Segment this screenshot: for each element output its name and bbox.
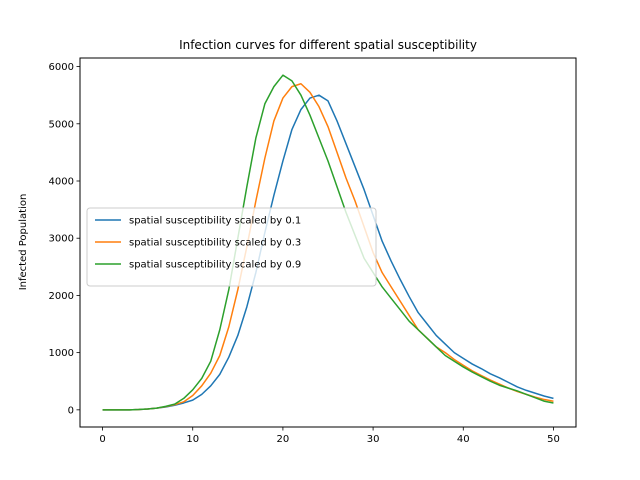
- y-tick-label: 2000: [49, 291, 74, 302]
- y-axis-ticks: 0 1000 2000 3000 4000 5000 6000: [49, 62, 80, 416]
- legend-label-3: spatial susceptibility scaled by 0.9: [129, 260, 301, 271]
- y-tick-label: 1000: [49, 348, 74, 359]
- legend-label-1: spatial susceptibility scaled by 0.1: [129, 216, 301, 227]
- x-tick-label: 10: [186, 434, 199, 445]
- series-line-2: [102, 82, 554, 411]
- legend: spatial susceptibility scaled by 0.1 spat…: [86, 207, 377, 287]
- x-tick-label: 20: [277, 434, 290, 445]
- legend-box: [86, 207, 377, 287]
- y-tick-label: 4000: [49, 177, 74, 188]
- series-line-3: [102, 74, 554, 411]
- x-tick-label: 50: [547, 434, 560, 445]
- legend-label-2: spatial susceptibility scaled by 0.3: [129, 238, 301, 249]
- y-axis-label: Infected Population: [18, 194, 29, 291]
- y-tick-label: 0: [68, 405, 74, 416]
- y-tick-label: 6000: [49, 62, 74, 73]
- plot-lines: [102, 74, 554, 411]
- y-tick-label: 5000: [49, 119, 74, 130]
- x-axis-ticks: 0 10 20 30 40 50: [99, 427, 560, 445]
- x-tick-label: 40: [457, 434, 470, 445]
- x-tick-label: 0: [99, 434, 105, 445]
- x-tick-label: 30: [367, 434, 380, 445]
- chart-title: Infection curves for different spatial s…: [179, 38, 477, 52]
- y-tick-label: 3000: [49, 234, 74, 245]
- axes-frame: [79, 57, 577, 428]
